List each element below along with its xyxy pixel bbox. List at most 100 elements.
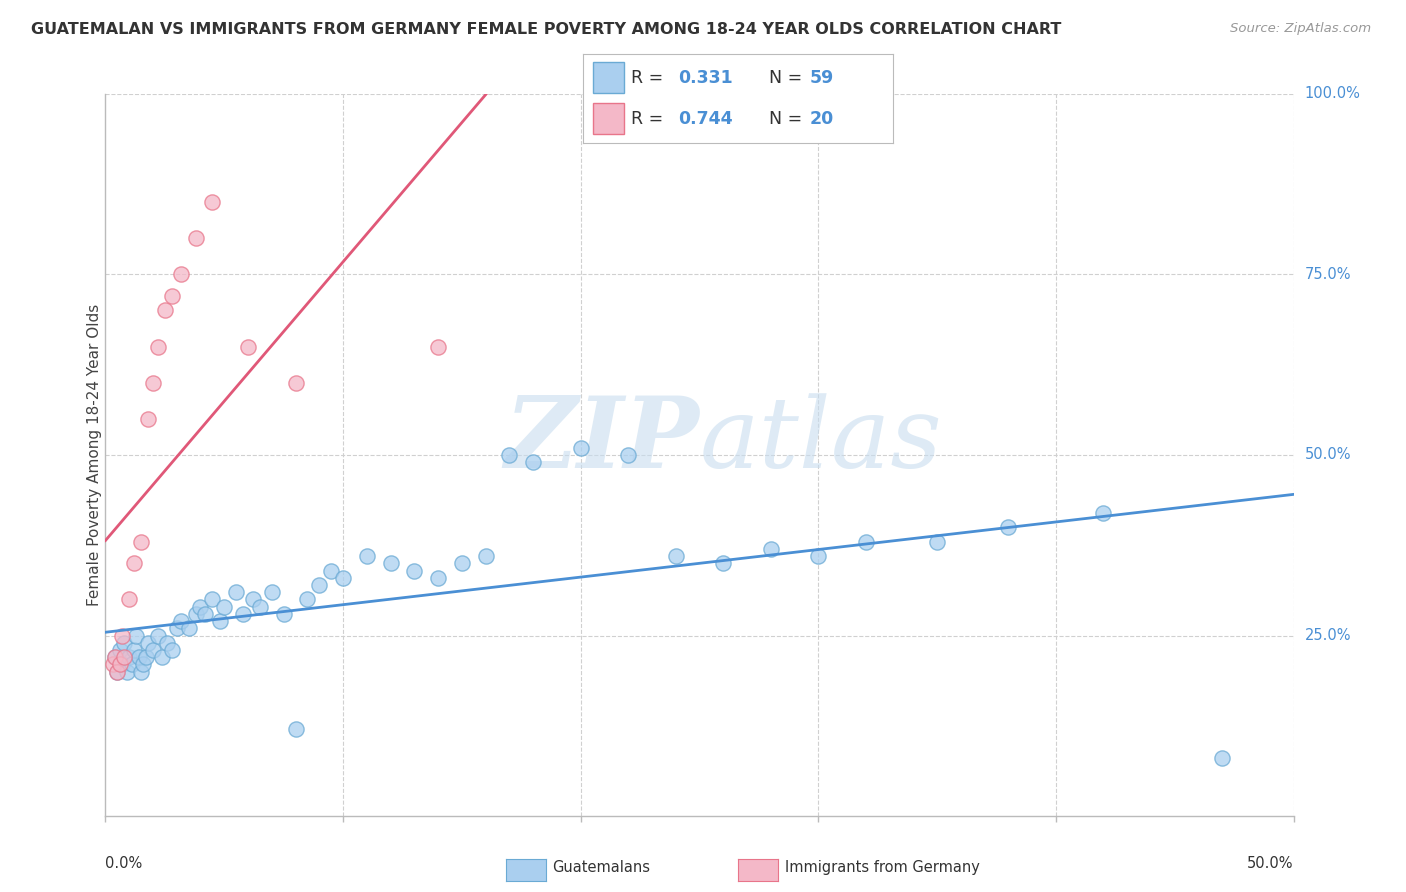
Point [925, 534, 948, 549]
Point [855, 534, 877, 549]
FancyBboxPatch shape [593, 62, 624, 93]
Point [104, 650, 127, 665]
Point [108, 643, 131, 657]
Point [194, 607, 217, 621]
Point [121, 657, 143, 672]
Text: R =: R = [631, 69, 669, 87]
Point [136, 412, 159, 426]
Point [142, 643, 165, 657]
Point [135, 650, 157, 665]
Point [997, 520, 1019, 534]
Text: N =: N = [769, 110, 808, 128]
Point [807, 549, 830, 563]
Point [111, 628, 134, 642]
Point [232, 607, 254, 621]
Point [522, 455, 544, 469]
Text: atlas: atlas [700, 392, 942, 488]
Point [105, 665, 128, 679]
Point [214, 599, 236, 614]
Point [759, 541, 782, 556]
Point [170, 268, 193, 282]
Point [380, 557, 402, 571]
Point [114, 636, 136, 650]
Point [118, 650, 141, 665]
Point [129, 534, 152, 549]
Point [225, 585, 247, 599]
Point [129, 665, 152, 679]
Point [201, 195, 224, 210]
Point [115, 665, 138, 679]
Point [122, 643, 145, 657]
Point [236, 339, 259, 353]
Point [249, 599, 271, 614]
Point [569, 441, 592, 455]
Point [152, 650, 174, 665]
Text: 59: 59 [810, 69, 834, 87]
Text: N =: N = [769, 69, 808, 87]
Point [617, 448, 640, 462]
Point [142, 376, 165, 390]
Text: 20: 20 [810, 110, 834, 128]
Point [201, 592, 224, 607]
Point [101, 657, 124, 672]
Point [427, 339, 450, 353]
Point [136, 636, 159, 650]
Point [160, 289, 183, 303]
Point [108, 657, 131, 672]
Point [111, 657, 134, 672]
Text: 25.0%: 25.0% [1305, 628, 1351, 643]
Point [132, 657, 155, 672]
Point [260, 585, 283, 599]
Point [104, 650, 127, 665]
Point [321, 564, 343, 578]
FancyBboxPatch shape [593, 103, 624, 134]
Point [190, 599, 212, 614]
Text: 100.0%: 100.0% [1305, 87, 1361, 101]
Point [297, 592, 319, 607]
Point [170, 614, 193, 628]
Point [208, 614, 231, 628]
Point [284, 376, 307, 390]
Text: 50.0%: 50.0% [1247, 856, 1294, 871]
Point [242, 592, 264, 607]
Text: Source: ZipAtlas.com: Source: ZipAtlas.com [1230, 22, 1371, 36]
Text: GUATEMALAN VS IMMIGRANTS FROM GERMANY FEMALE POVERTY AMONG 18-24 YEAR OLDS CORRE: GUATEMALAN VS IMMIGRANTS FROM GERMANY FE… [31, 22, 1062, 37]
Point [105, 665, 128, 679]
Point [332, 571, 354, 585]
Text: 0.744: 0.744 [678, 110, 733, 128]
Point [284, 723, 307, 737]
Point [404, 564, 426, 578]
Text: Guatemalans: Guatemalans [553, 860, 651, 874]
Text: 50.0%: 50.0% [1305, 448, 1351, 462]
Point [356, 549, 378, 563]
Text: 75.0%: 75.0% [1305, 267, 1351, 282]
Text: Immigrants from Germany: Immigrants from Germany [785, 860, 980, 874]
Point [665, 549, 688, 563]
Text: 0.331: 0.331 [678, 69, 733, 87]
Text: R =: R = [631, 110, 669, 128]
Point [156, 636, 179, 650]
Point [177, 621, 200, 635]
Point [166, 621, 188, 635]
Point [498, 448, 520, 462]
Text: ZIP: ZIP [505, 392, 700, 489]
Point [118, 592, 141, 607]
Point [128, 650, 150, 665]
Point [474, 549, 496, 563]
Point [427, 571, 450, 585]
Point [122, 557, 145, 571]
Point [146, 628, 169, 642]
Point [1211, 751, 1233, 765]
Point [184, 607, 207, 621]
Point [450, 557, 472, 571]
Text: 0.0%: 0.0% [105, 856, 142, 871]
Point [146, 339, 169, 353]
Y-axis label: Female Poverty Among 18-24 Year Olds: Female Poverty Among 18-24 Year Olds [87, 304, 101, 606]
Point [125, 628, 148, 642]
Point [153, 303, 176, 318]
Point [273, 607, 295, 621]
Point [711, 557, 734, 571]
Point [160, 643, 183, 657]
Point [114, 650, 136, 665]
Point [1092, 506, 1115, 520]
